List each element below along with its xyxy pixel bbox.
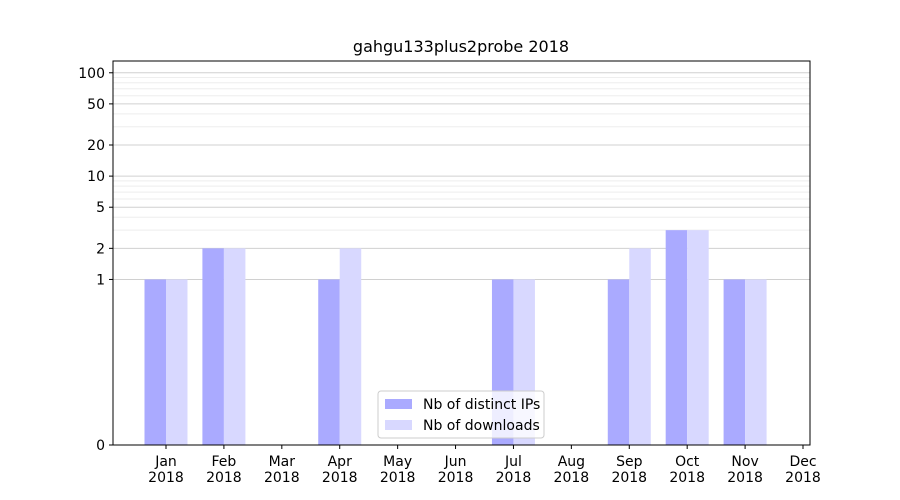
- x-tick-label: Sep: [616, 454, 643, 470]
- bar-distinct-ips: [723, 279, 746, 445]
- x-axis: Jan2018Feb2018Mar2018Apr2018May2018Jun20…: [148, 445, 821, 486]
- x-tick-label: 2018: [611, 470, 647, 486]
- x-tick-label: May: [383, 454, 412, 470]
- grid-lines: [113, 72, 810, 280]
- bar-downloads: [339, 248, 362, 445]
- bar-downloads: [166, 279, 188, 445]
- bar-downloads: [223, 248, 246, 445]
- x-tick-label: 2018: [148, 470, 184, 486]
- x-tick-label: Oct: [675, 454, 700, 470]
- y-tick-label: 10: [87, 169, 105, 185]
- bar-distinct-ips: [318, 279, 340, 445]
- y-tick-label: 5: [96, 200, 105, 216]
- y-tick-label: 50: [87, 97, 105, 113]
- x-tick-label: Jan: [154, 454, 177, 470]
- x-tick-label: 2018: [380, 470, 416, 486]
- bar-downloads: [745, 279, 767, 445]
- legend-box: [377, 390, 545, 439]
- x-tick-label: Aug: [558, 454, 585, 470]
- x-tick-label: 2018: [206, 470, 242, 486]
- bar-downloads: [687, 230, 709, 445]
- legend-label: Nb of distinct IPs: [423, 397, 540, 413]
- bars: [144, 230, 767, 445]
- x-tick-label: Jun: [444, 454, 467, 470]
- x-tick-label: 2018: [727, 470, 763, 486]
- legend-swatch: [385, 420, 412, 430]
- bar-downloads: [629, 248, 651, 445]
- bar-distinct-ips: [144, 279, 166, 445]
- x-tick-label: Apr: [328, 454, 352, 470]
- x-tick-label: Mar: [269, 454, 296, 470]
- x-tick-label: 2018: [264, 470, 300, 486]
- x-tick-label: 2018: [496, 470, 532, 486]
- y-tick-label: 20: [87, 138, 105, 154]
- chart-title: gahgu133plus2probe 2018: [353, 37, 569, 56]
- x-tick-label: 2018: [554, 470, 590, 486]
- x-tick-label: 2018: [322, 470, 358, 486]
- y-tick-label: 2: [96, 241, 105, 257]
- x-tick-label: Jul: [504, 454, 522, 470]
- x-tick-label: 2018: [669, 470, 705, 486]
- plot-frame: [112, 60, 811, 446]
- y-axis: 0 1 2 5 10 20 50 100: [78, 66, 113, 454]
- y-tick-label: 0: [96, 438, 105, 454]
- x-tick-label: 2018: [785, 470, 821, 486]
- y-tick-label: 100: [78, 66, 105, 82]
- x-tick-label: Feb: [212, 454, 237, 470]
- x-tick-label: Nov: [731, 454, 758, 470]
- y-tick-label: 1: [96, 272, 105, 288]
- x-tick-label: 2018: [438, 470, 474, 486]
- bar-distinct-ips: [607, 279, 630, 445]
- legend-swatch: [385, 399, 412, 409]
- legend: Nb of distinct IPs Nb of downloads: [377, 390, 545, 439]
- x-tick-label: Dec: [789, 454, 816, 470]
- bar-distinct-ips: [202, 248, 224, 445]
- legend-label: Nb of downloads: [423, 418, 540, 434]
- bar-distinct-ips: [665, 230, 688, 445]
